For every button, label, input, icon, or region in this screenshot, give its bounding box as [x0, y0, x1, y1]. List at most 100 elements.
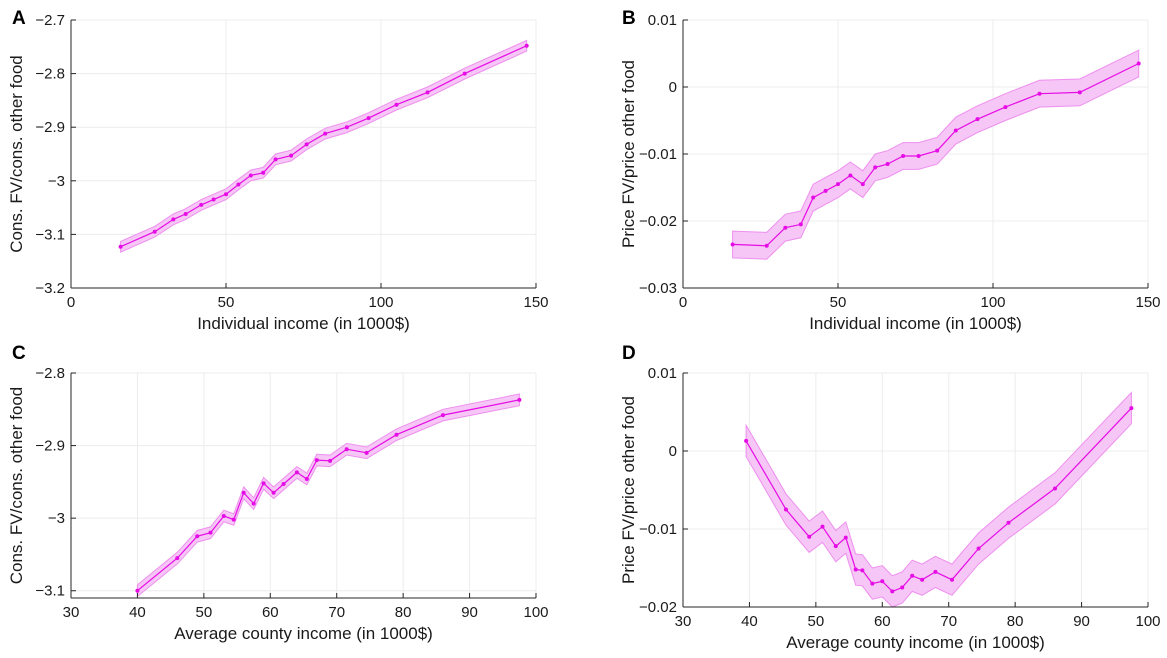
data-point	[976, 117, 980, 121]
panel-letter: A	[12, 8, 26, 29]
data-point	[272, 491, 276, 495]
y-tick-label: −0.01	[639, 521, 677, 538]
data-point	[900, 586, 904, 590]
x-tick-label: 50	[830, 294, 847, 311]
y-tick-label: 0	[669, 79, 677, 96]
y-tick-label: −2.9	[35, 119, 65, 136]
data-point	[1053, 486, 1057, 490]
y-tick-label: −2.8	[35, 365, 65, 382]
y-axis-title: Cons. FV/cons. other food	[7, 55, 26, 253]
x-axis-title: Individual income (in 1000$)	[809, 314, 1022, 333]
data-point	[249, 173, 253, 177]
data-point	[175, 556, 179, 560]
data-point	[323, 132, 327, 136]
x-tick-label: 100	[980, 294, 1005, 311]
x-tick-label: 80	[395, 604, 412, 621]
data-point	[844, 536, 848, 540]
panel-letter: B	[622, 8, 636, 29]
data-point	[854, 568, 858, 572]
y-tick-label: 0	[669, 443, 677, 460]
x-tick-label: 60	[262, 604, 279, 621]
data-point	[395, 103, 399, 107]
data-point	[232, 518, 236, 522]
y-tick-label: 0.01	[648, 365, 677, 382]
panel-letter: C	[12, 343, 26, 364]
chart-panel-d: D30 40 50 60 70 80 90 100−0.02−0.0100.01Average…	[619, 343, 1161, 652]
y-axis-title: Price FV/price other food	[619, 60, 638, 248]
data-point	[890, 589, 894, 593]
x-tick-label: 70	[940, 613, 957, 630]
data-point	[153, 230, 157, 234]
x-tick-label: 80	[1007, 613, 1024, 630]
y-tick-label: −3	[48, 510, 65, 527]
data-point	[367, 116, 371, 120]
data-point	[784, 508, 788, 512]
data-point	[848, 173, 852, 177]
data-point	[242, 491, 246, 495]
x-axis-title: Average county income (in 1000$)	[174, 624, 433, 643]
data-point	[861, 182, 865, 186]
data-point	[195, 534, 199, 538]
data-point	[315, 458, 319, 462]
data-point	[262, 481, 266, 485]
data-point	[212, 198, 216, 202]
series-line	[137, 400, 519, 591]
x-tick-label: 100	[368, 294, 393, 311]
data-point	[135, 589, 139, 593]
data-point	[821, 525, 825, 529]
data-point	[236, 183, 240, 187]
data-point	[836, 182, 840, 186]
data-point	[328, 459, 332, 463]
data-point	[950, 578, 954, 582]
data-point	[765, 244, 769, 248]
y-tick-label: −0.02	[639, 213, 677, 230]
x-tick-label: 50	[196, 604, 213, 621]
x-tick-label: 100	[1135, 613, 1160, 630]
x-axis-title: Individual income (in 1000$)	[197, 314, 410, 333]
chart-panel-c: C 30 40 50 60 70 80 90 100 −3.1 −3 −2.9 −2.8 Average …	[7, 343, 549, 643]
data-point	[935, 149, 939, 153]
y-axis-title: Price FV/price other food	[619, 396, 638, 584]
y-tick-label: −3	[48, 173, 65, 190]
data-point	[289, 154, 293, 158]
data-point	[910, 574, 914, 578]
x-tick-label: 50	[808, 613, 825, 630]
data-point	[426, 90, 430, 94]
confidence-band	[137, 394, 519, 597]
data-point	[783, 226, 787, 230]
data-point	[274, 157, 278, 161]
data-point	[222, 514, 226, 518]
x-tick-label: 100	[523, 604, 548, 621]
data-point	[873, 165, 877, 169]
data-point	[731, 242, 735, 246]
data-point	[525, 44, 529, 48]
data-point	[811, 196, 815, 200]
data-point	[295, 470, 299, 474]
x-tick-label: 60	[874, 613, 891, 630]
x-tick-label: 70	[328, 604, 345, 621]
data-point	[917, 154, 921, 158]
chart-panel-a: A 0 50 100 150 −3.2 −3.1 −3 −2.9 −2.8 −2.7 Individu…	[7, 8, 549, 333]
data-point	[1129, 406, 1133, 410]
data-point	[345, 447, 349, 451]
y-tick-label: −3.2	[35, 280, 65, 297]
data-point	[954, 129, 958, 133]
data-point	[834, 544, 838, 548]
data-point	[517, 398, 521, 402]
data-point	[920, 578, 924, 582]
data-point	[305, 477, 309, 481]
x-tick-label: 90	[1073, 613, 1090, 630]
data-point	[441, 413, 445, 417]
data-point	[880, 579, 884, 583]
data-point	[365, 451, 369, 455]
data-point	[199, 203, 203, 207]
data-point	[119, 245, 123, 249]
data-point	[261, 171, 265, 175]
y-axis-title: Cons. FV/cons. other food	[7, 387, 26, 585]
y-tick-label: −2.8	[35, 66, 65, 83]
x-tick-label: 0	[67, 294, 75, 311]
data-point	[395, 433, 399, 437]
data-point	[209, 531, 213, 535]
x-axis-title: Average county income (in 1000$)	[786, 633, 1045, 652]
